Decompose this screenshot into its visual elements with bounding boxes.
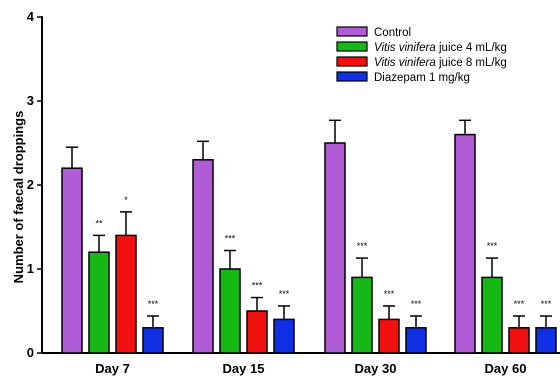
- bar-control-day-30: [324, 142, 346, 354]
- legend-label-vitis-vinifera-juice-4-ml-kg: Vitis vinifera juice 4 mL/kg: [374, 42, 507, 54]
- bar-vitis-vinifera-juice-8-ml-kg-day-7: [115, 234, 137, 354]
- bar-vitis-vinifera-juice-8-ml-kg-day-60: [508, 327, 530, 354]
- significance-label: ***: [384, 289, 395, 299]
- significance-label: ***: [514, 299, 525, 309]
- significance-label: ***: [541, 299, 552, 309]
- legend-swatch-control: [336, 26, 368, 37]
- bar-diazepam-1-mg-kg-day-30: [405, 327, 427, 354]
- bar-vitis-vinifera-juice-4-ml-kg-day-60: [481, 276, 503, 354]
- legend-label-diazepam-1-mg-kg: Diazepam 1 mg/kg: [374, 72, 470, 84]
- significance-label: ***: [252, 281, 263, 291]
- y-tick-label: 4: [27, 9, 35, 24]
- bar-vitis-vinifera-juice-8-ml-kg-day-30: [378, 318, 400, 354]
- x-category-label: Day 30: [355, 361, 397, 376]
- bar-vitis-vinifera-juice-4-ml-kg-day-7: [88, 251, 110, 354]
- x-category-label: Day 7: [95, 361, 130, 376]
- x-category-label: Day 60: [485, 361, 527, 376]
- significance-label: ***: [148, 299, 159, 309]
- legend-label-vitis-vinifera-juice-8-ml-kg: Vitis vinifera juice 8 mL/kg: [374, 57, 507, 69]
- y-tick-label: 2: [27, 177, 34, 192]
- significance-label: ***: [487, 241, 498, 251]
- legend-swatch-vitis-vinifera-juice-8-ml-kg: [336, 56, 368, 67]
- bar-control-day-15: [192, 159, 214, 354]
- bar-control-day-60: [454, 133, 476, 354]
- bar-diazepam-1-mg-kg-day-15: [273, 318, 295, 354]
- y-axis-title: Number of faecal droppings: [11, 111, 26, 284]
- bar-control-day-7: [61, 167, 83, 354]
- legend-label-control: Control: [374, 27, 411, 39]
- significance-label: ***: [411, 299, 422, 309]
- significance-label: *: [124, 195, 128, 205]
- significance-label: ***: [357, 241, 368, 251]
- y-tick-label: 3: [27, 93, 34, 108]
- bar-vitis-vinifera-juice-8-ml-kg-day-15: [246, 310, 268, 354]
- bar-vitis-vinifera-juice-4-ml-kg-day-15: [219, 268, 241, 354]
- bar-diazepam-1-mg-kg-day-7: [142, 327, 164, 354]
- y-tick-label: 1: [27, 261, 34, 276]
- legend-swatch-diazepam-1-mg-kg: [336, 71, 368, 82]
- significance-label: ***: [225, 234, 236, 244]
- y-tick-label: 0: [27, 345, 34, 360]
- x-category-label: Day 15: [223, 361, 265, 376]
- significance-label: **: [95, 218, 103, 228]
- legend-swatch-vitis-vinifera-juice-4-ml-kg: [336, 41, 368, 52]
- bar-diazepam-1-mg-kg-day-60: [535, 327, 557, 354]
- significance-label: ***: [279, 289, 290, 299]
- bar-vitis-vinifera-juice-4-ml-kg-day-30: [351, 276, 373, 354]
